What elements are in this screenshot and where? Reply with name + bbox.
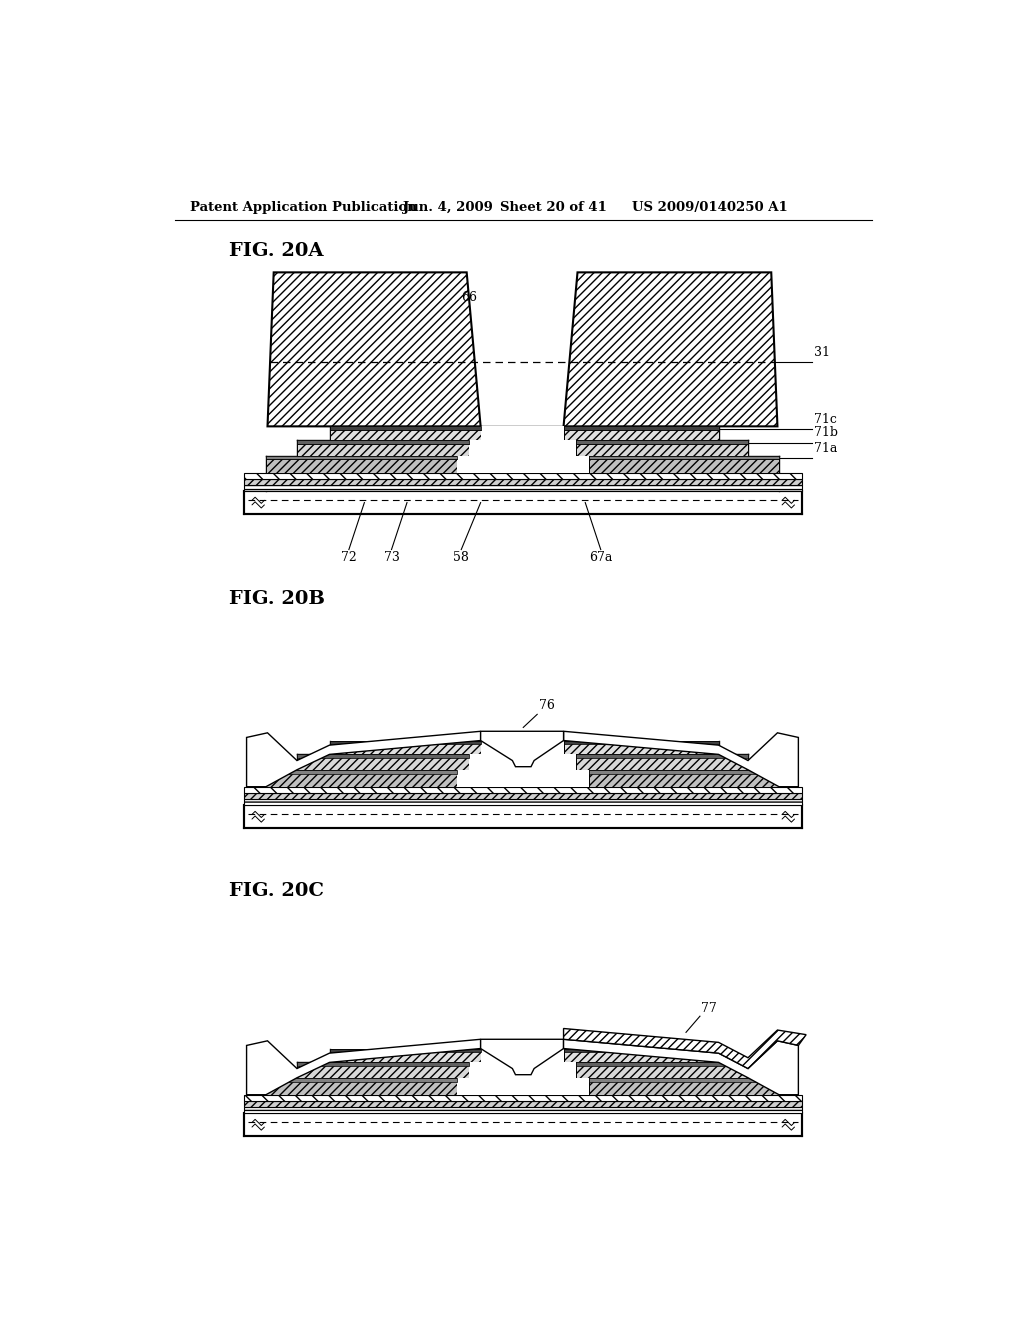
Bar <box>575 755 748 758</box>
Polygon shape <box>480 1039 563 1074</box>
Text: 67a: 67a <box>589 552 612 564</box>
Text: 58: 58 <box>454 552 469 564</box>
Bar <box>563 426 719 430</box>
Bar <box>266 455 458 459</box>
Bar <box>458 770 589 787</box>
Bar <box>480 741 563 755</box>
Bar <box>469 755 575 770</box>
Bar <box>245 805 802 829</box>
Bar <box>245 1113 802 1137</box>
Bar <box>563 426 719 441</box>
Bar <box>458 455 589 473</box>
Bar <box>245 799 802 805</box>
Text: Jun. 4, 2009: Jun. 4, 2009 <box>403 201 493 214</box>
Bar <box>480 426 563 441</box>
Bar <box>245 473 802 479</box>
Bar <box>469 1063 575 1077</box>
Polygon shape <box>563 731 799 787</box>
Bar <box>330 426 480 441</box>
Bar <box>330 741 480 744</box>
Polygon shape <box>267 272 480 426</box>
Polygon shape <box>563 1028 806 1069</box>
Bar <box>245 484 802 491</box>
Bar <box>245 491 802 515</box>
Bar <box>245 793 802 799</box>
Bar <box>266 1077 458 1094</box>
Bar <box>589 455 779 459</box>
Bar <box>245 479 802 484</box>
Bar <box>297 441 469 455</box>
Text: FIG. 20C: FIG. 20C <box>228 882 324 900</box>
Bar <box>266 1077 458 1081</box>
Bar <box>575 1063 748 1077</box>
Bar <box>245 1107 802 1113</box>
Bar <box>589 1077 779 1081</box>
Text: 71a: 71a <box>814 442 838 455</box>
Bar <box>589 1077 779 1094</box>
Bar <box>330 1048 480 1063</box>
Text: 73: 73 <box>384 552 399 564</box>
Bar <box>266 455 458 473</box>
Bar <box>297 755 469 758</box>
Polygon shape <box>563 1039 799 1094</box>
Text: 77: 77 <box>701 1002 717 1015</box>
Polygon shape <box>563 272 777 426</box>
Bar <box>330 1048 480 1052</box>
Text: Patent Application Publication: Patent Application Publication <box>190 201 417 214</box>
Bar <box>266 770 458 774</box>
Bar <box>563 741 719 755</box>
Bar <box>563 1048 719 1052</box>
Bar <box>589 455 779 473</box>
Bar <box>480 1048 563 1063</box>
Polygon shape <box>480 731 563 767</box>
Text: 76: 76 <box>539 700 555 711</box>
Bar <box>575 441 748 455</box>
Bar <box>297 755 469 770</box>
Bar <box>245 1101 802 1107</box>
Text: 31: 31 <box>814 346 829 359</box>
Bar <box>575 755 748 770</box>
Bar <box>469 441 575 455</box>
Bar <box>575 441 748 444</box>
Bar <box>575 1063 748 1067</box>
Bar <box>297 1063 469 1067</box>
Bar <box>245 1094 802 1101</box>
Bar <box>297 441 469 444</box>
Bar <box>589 770 779 787</box>
Bar <box>266 770 458 787</box>
Polygon shape <box>247 731 480 787</box>
Bar <box>245 787 802 793</box>
Bar <box>563 1048 719 1063</box>
Bar <box>330 426 480 430</box>
Text: US 2009/0140250 A1: US 2009/0140250 A1 <box>632 201 787 214</box>
Text: FIG. 20B: FIG. 20B <box>228 590 325 607</box>
Text: FIG. 20A: FIG. 20A <box>228 242 324 260</box>
Bar <box>563 741 719 744</box>
Bar <box>589 770 779 774</box>
Bar <box>297 1063 469 1077</box>
Text: 71b: 71b <box>814 426 838 440</box>
Bar <box>458 1077 589 1094</box>
Text: 66: 66 <box>461 290 477 304</box>
Text: 72: 72 <box>341 552 356 564</box>
Polygon shape <box>247 1039 480 1094</box>
Text: 71c: 71c <box>814 413 837 425</box>
Bar <box>330 741 480 755</box>
Text: Sheet 20 of 41: Sheet 20 of 41 <box>500 201 607 214</box>
